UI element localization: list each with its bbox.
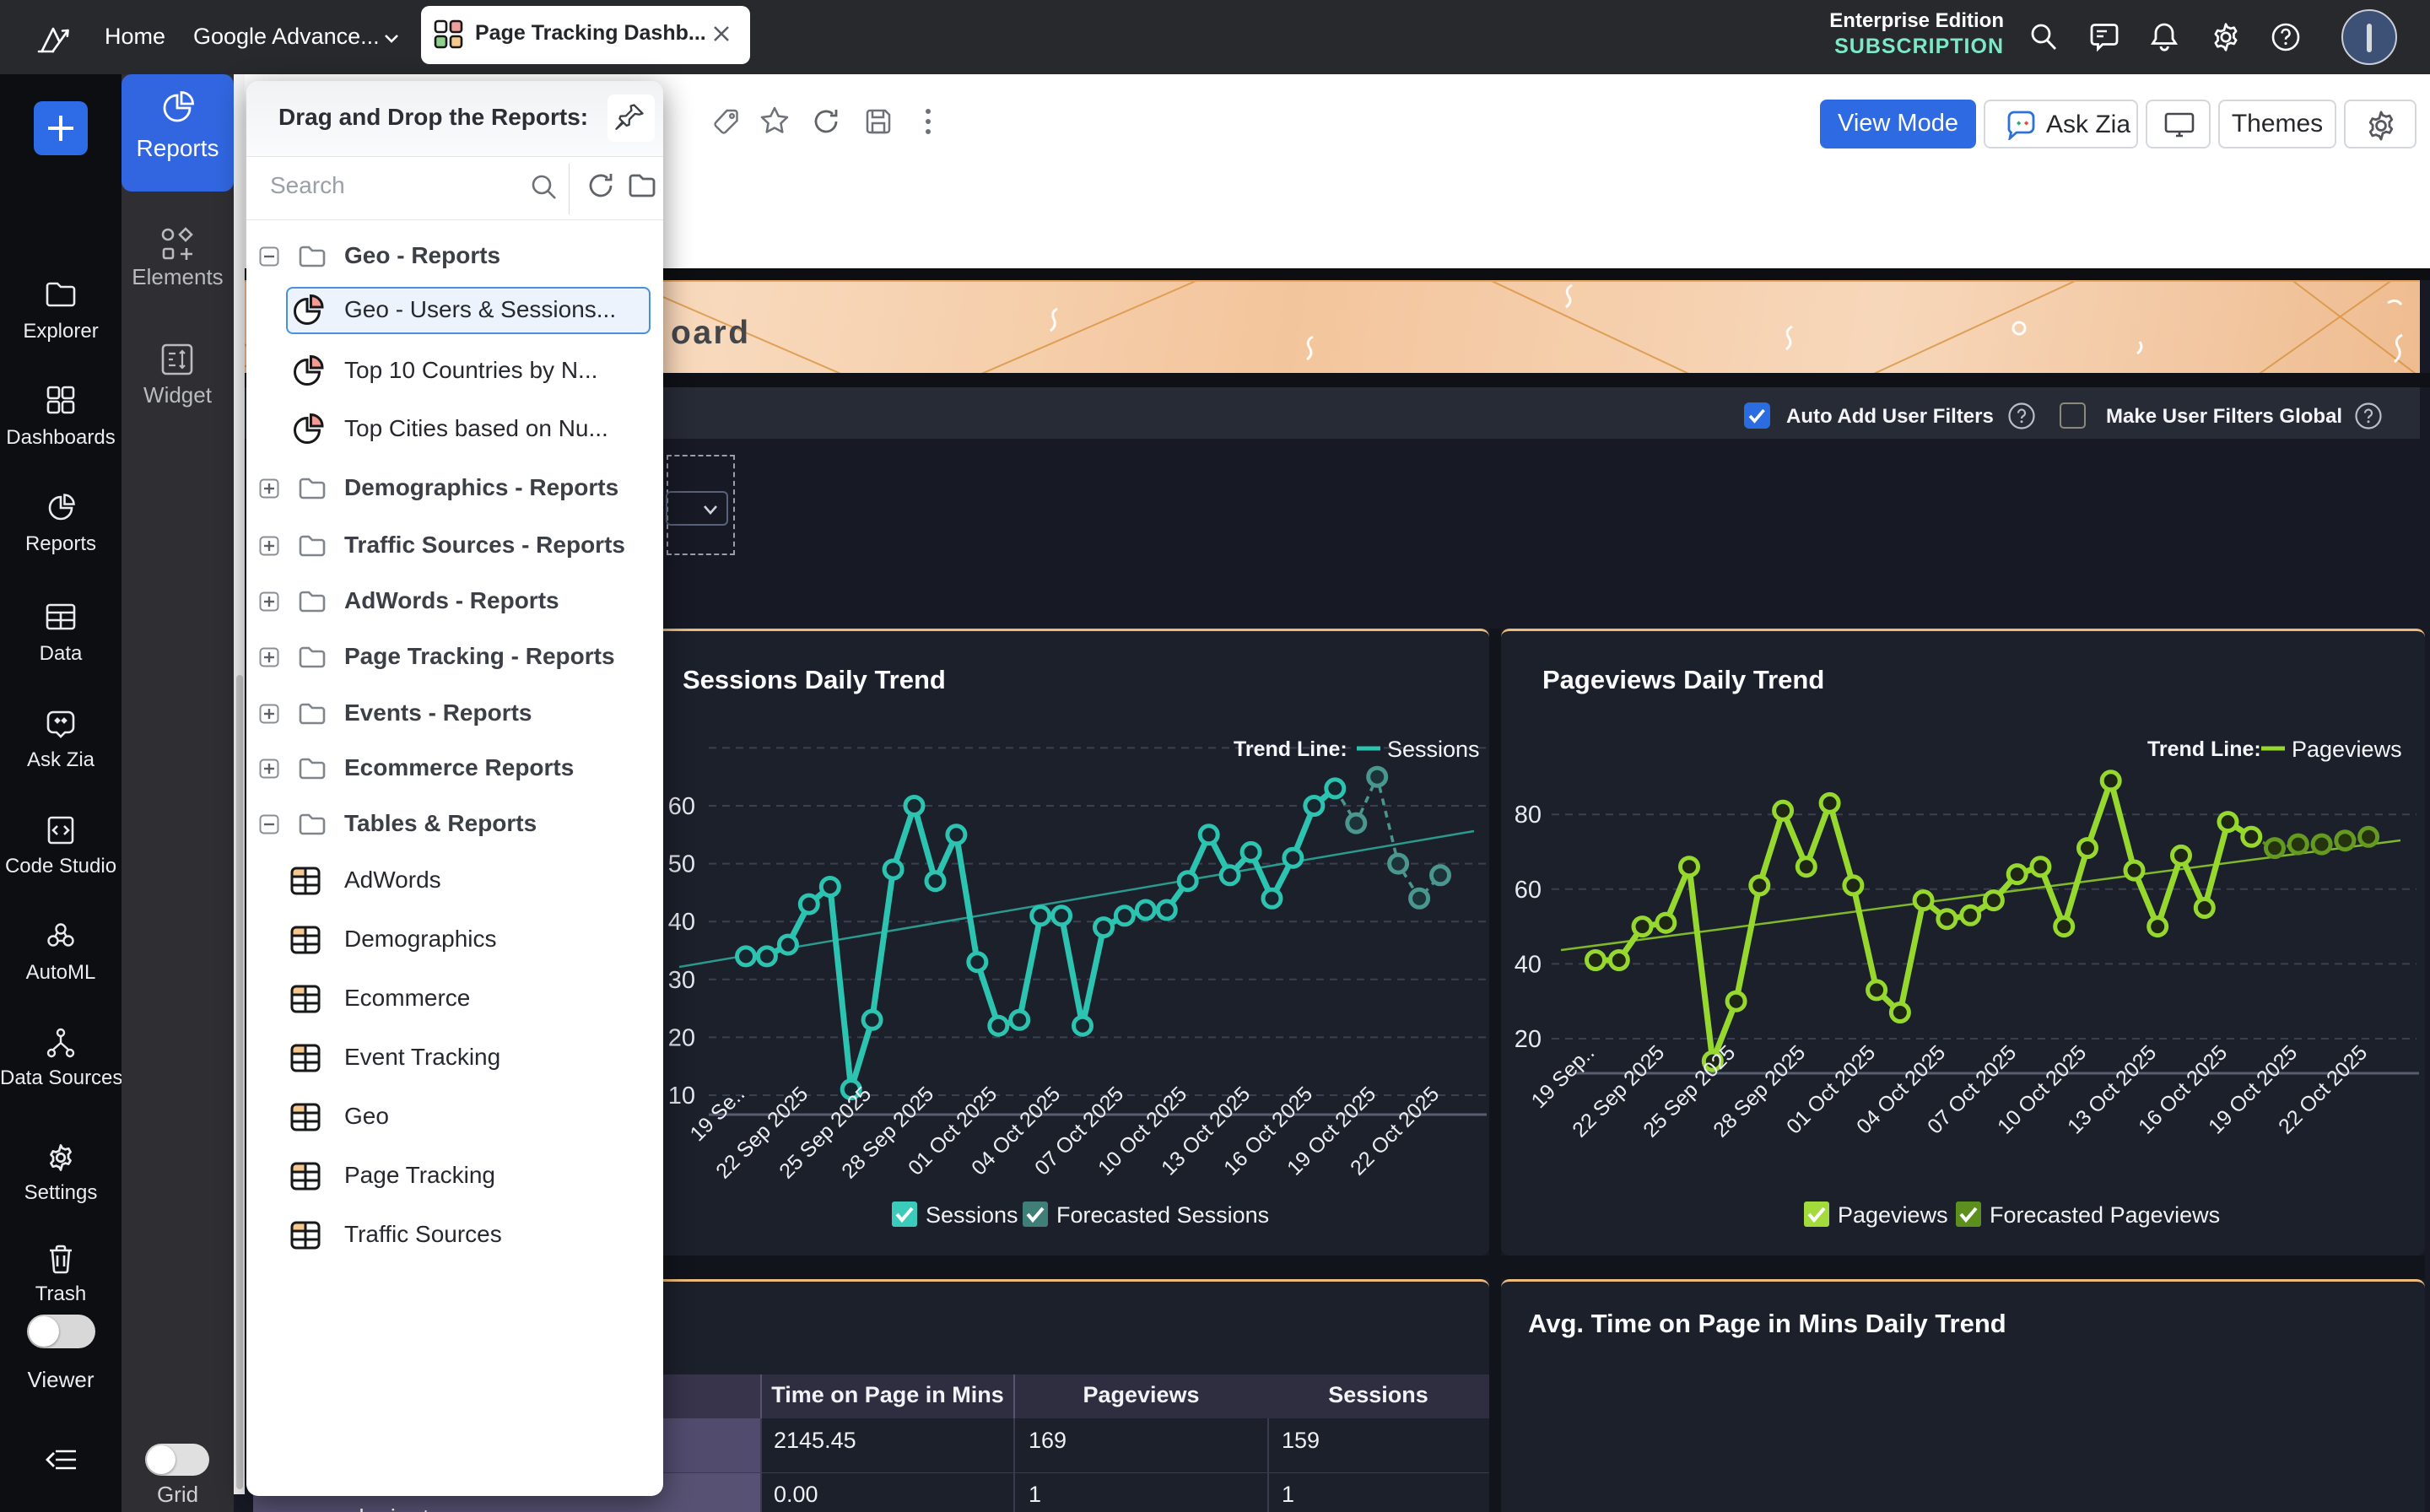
svg-text:40: 40: [668, 909, 695, 936]
svg-text:Pageviews: Pageviews: [2292, 737, 2402, 762]
svg-text:Trend Line:: Trend Line:: [1234, 737, 1347, 761]
svg-text:50: 50: [668, 851, 695, 878]
svg-text:60: 60: [1515, 877, 1542, 904]
svg-text:10: 10: [668, 1083, 695, 1110]
svg-text:Pageviews Daily Trend: Pageviews Daily Trend: [1542, 665, 1824, 694]
svg-text:60: 60: [668, 793, 695, 820]
svg-text:20: 20: [668, 1024, 695, 1051]
svg-text:40: 40: [1515, 951, 1542, 978]
svg-text:Sessions: Sessions: [1387, 737, 1480, 762]
svg-text:20: 20: [1515, 1026, 1542, 1053]
svg-text:Forecasted Sessions: Forecasted Sessions: [1056, 1202, 1269, 1228]
svg-text:Sessions Daily Trend: Sessions Daily Trend: [683, 665, 946, 694]
svg-text:Forecasted Pageviews: Forecasted Pageviews: [1990, 1202, 2220, 1228]
svg-text:Trend Line:: Trend Line:: [2147, 737, 2261, 761]
svg-text:80: 80: [1515, 802, 1542, 829]
svg-text:30: 30: [668, 967, 695, 994]
svg-text:Sessions: Sessions: [926, 1202, 1018, 1228]
svg-text:Pageviews: Pageviews: [1838, 1202, 1948, 1228]
